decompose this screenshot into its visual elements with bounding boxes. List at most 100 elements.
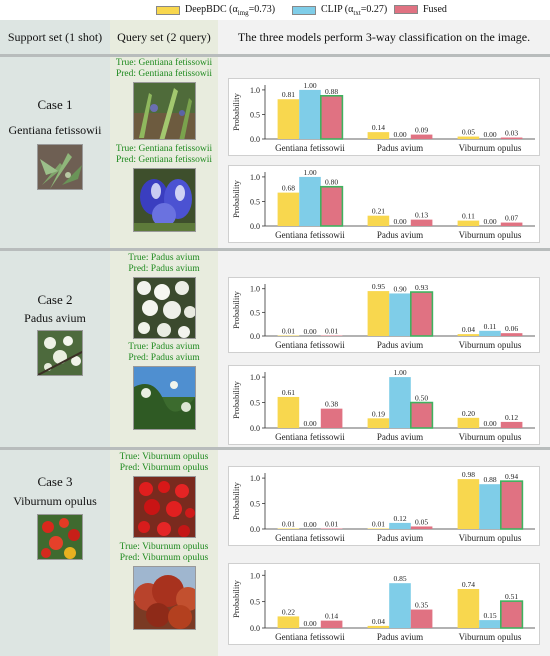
chart-4: 0.0 0.5 1.0 Probability Gentiana fetissowii 0… — [231, 368, 535, 442]
bar-value-label: 0.13 — [415, 211, 428, 220]
header-separator — [0, 54, 550, 57]
legend-swatch-fused — [394, 5, 418, 14]
y-tick-label: 0.5 — [250, 110, 260, 119]
y-axis-label: Probability — [231, 481, 241, 520]
bar-clip — [389, 293, 411, 336]
category-label: Padus avium — [377, 143, 423, 153]
y-tick-label: 0.0 — [250, 624, 260, 633]
bar-clip — [299, 176, 321, 226]
bar-deepbdc — [457, 220, 480, 226]
bar-clip — [479, 330, 501, 336]
category-label: Padus avium — [377, 340, 423, 350]
bar-value-label: 0.05 — [415, 517, 428, 526]
bar-value-label: 0.14 — [325, 612, 338, 621]
chart-5: 0.0 0.5 1.0 Probability Gentiana fetissowii 0… — [231, 470, 535, 543]
bar-value-label: 0.88 — [483, 475, 496, 484]
category-label: Padus avium — [377, 632, 423, 642]
chart-panel-5: 0.0 0.5 1.0 Probability Gentiana fetissowii 0… — [228, 466, 540, 546]
case-2-query-2-pred: Pred: Padus avium — [128, 353, 200, 363]
case-3-support-image — [37, 514, 83, 560]
bar-deepbdc — [457, 334, 480, 336]
bar-fused — [499, 480, 524, 530]
bar-value-label: 0.04 — [462, 325, 475, 334]
case-3-title: Case 3 — [37, 474, 73, 489]
category-label: Viburnum opulus — [459, 632, 522, 642]
bar-fused — [320, 94, 344, 140]
case-2-title: Case 2 — [37, 292, 73, 307]
case-3-query-1-image — [133, 476, 196, 538]
category-label: Padus avium — [377, 533, 423, 543]
y-tick-label: 0.5 — [250, 500, 260, 509]
category-label: Gentiana fetissowii — [275, 143, 345, 153]
bar-value-label: 1.00 — [303, 81, 316, 90]
case-2-query-2-image — [133, 366, 196, 430]
y-tick-label: 0.0 — [250, 135, 260, 144]
y-tick-label: 0.5 — [250, 197, 260, 206]
chart-3: 0.0 0.5 1.0 Probability Gentiana fetissowii 0… — [231, 282, 535, 350]
chart-panel-4: 0.0 0.5 1.0 Probability Gentiana fetissowii 0… — [228, 365, 540, 445]
bar-value-label: 0.19 — [372, 409, 385, 418]
bar-value-label: 0.20 — [462, 409, 475, 418]
bar-deepbdc — [277, 616, 300, 628]
bar-deepbdc — [367, 132, 390, 139]
bar-clip — [479, 620, 501, 628]
case-1-title: Case 1 — [37, 97, 73, 112]
chart-panel-2: 0.0 0.5 1.0 Probability Gentiana fetissowii 0… — [228, 165, 540, 243]
bar-deepbdc — [277, 99, 300, 139]
bar-value-label: 0.07 — [505, 214, 518, 223]
bar-value-label: 1.00 — [393, 368, 406, 377]
legend-label-deepbdc: DeepBDC (αimg=0.73) — [185, 4, 276, 17]
category-label: Gentiana fetissowii — [275, 533, 345, 543]
bar-value-label: 0.01 — [282, 519, 295, 528]
bar-value-label: 0.05 — [462, 128, 475, 137]
bar-deepbdc — [457, 136, 480, 139]
y-tick-label: 0.5 — [250, 399, 260, 408]
bar-deepbdc — [277, 396, 300, 428]
bar-fused — [500, 137, 523, 139]
case-1-query-1-image — [133, 82, 196, 140]
bar-value-label: 0.80 — [325, 178, 338, 187]
case-separator-1 — [0, 248, 550, 251]
legend-swatch-clip — [292, 6, 316, 15]
bar-clip — [479, 484, 501, 529]
category-label: Viburnum opulus — [459, 533, 522, 543]
bar-deepbdc — [367, 291, 390, 336]
bar-fused — [410, 526, 433, 529]
legend-item-fused: Fused — [394, 4, 447, 15]
bar-value-label: 0.38 — [325, 400, 338, 409]
case-1-support-image — [37, 144, 83, 190]
bar-value-label: 0.04 — [372, 617, 385, 626]
bar-value-label: 0.11 — [484, 322, 497, 331]
case-1-query-2-image — [133, 168, 196, 232]
bar-deepbdc — [457, 479, 480, 529]
bar-fused — [320, 528, 343, 529]
bar-fused — [410, 609, 433, 628]
chart-header: The three models perform 3-way classific… — [237, 29, 531, 44]
case-1-query-2-true: True: Gentiana fetissowii — [115, 144, 213, 154]
case-3-species: Viburnum opulus — [13, 494, 97, 508]
chart-6: 0.0 0.5 1.0 Probability Gentiana fetissowii 0… — [231, 570, 535, 642]
case-3-query-2-image — [133, 566, 196, 630]
bar-fused — [410, 219, 433, 226]
legend-item-deepbdc: DeepBDC (αimg=0.73) — [156, 4, 275, 17]
category-label: Viburnum opulus — [459, 432, 522, 442]
bar-value-label: 0.01 — [282, 327, 295, 336]
case-2-query-2-label: True: Padus avium Pred: Padus avium — [110, 342, 218, 364]
bar-value-label: 0.01 — [325, 327, 338, 336]
legend-swatch-deepbdc — [156, 6, 180, 15]
bar-value-label: 0.81 — [282, 90, 295, 99]
bar-fused — [410, 291, 434, 337]
chart-panel-3: 0.0 0.5 1.0 Probability Gentiana fetissowii 0… — [228, 277, 540, 353]
bar-value-label: 0.51 — [505, 592, 518, 601]
bar-value-label: 0.93 — [415, 283, 428, 292]
chart-panel-1: 0.0 0.5 1.0 Probability Gentiana fetissowii 0… — [228, 78, 540, 156]
support-set-header: Support set (1 shot) — [7, 29, 103, 44]
bar-value-label: 0.88 — [325, 87, 338, 96]
y-tick-label: 0.0 — [250, 332, 260, 341]
bar-deepbdc — [367, 418, 390, 428]
y-tick-label: 1.0 — [250, 86, 260, 95]
bar-value-label: 0.00 — [393, 130, 406, 139]
case-2-query-2-true: True: Padus avium — [128, 342, 200, 352]
category-label: Gentiana fetissowii — [275, 632, 345, 642]
bar-clip — [389, 522, 411, 529]
